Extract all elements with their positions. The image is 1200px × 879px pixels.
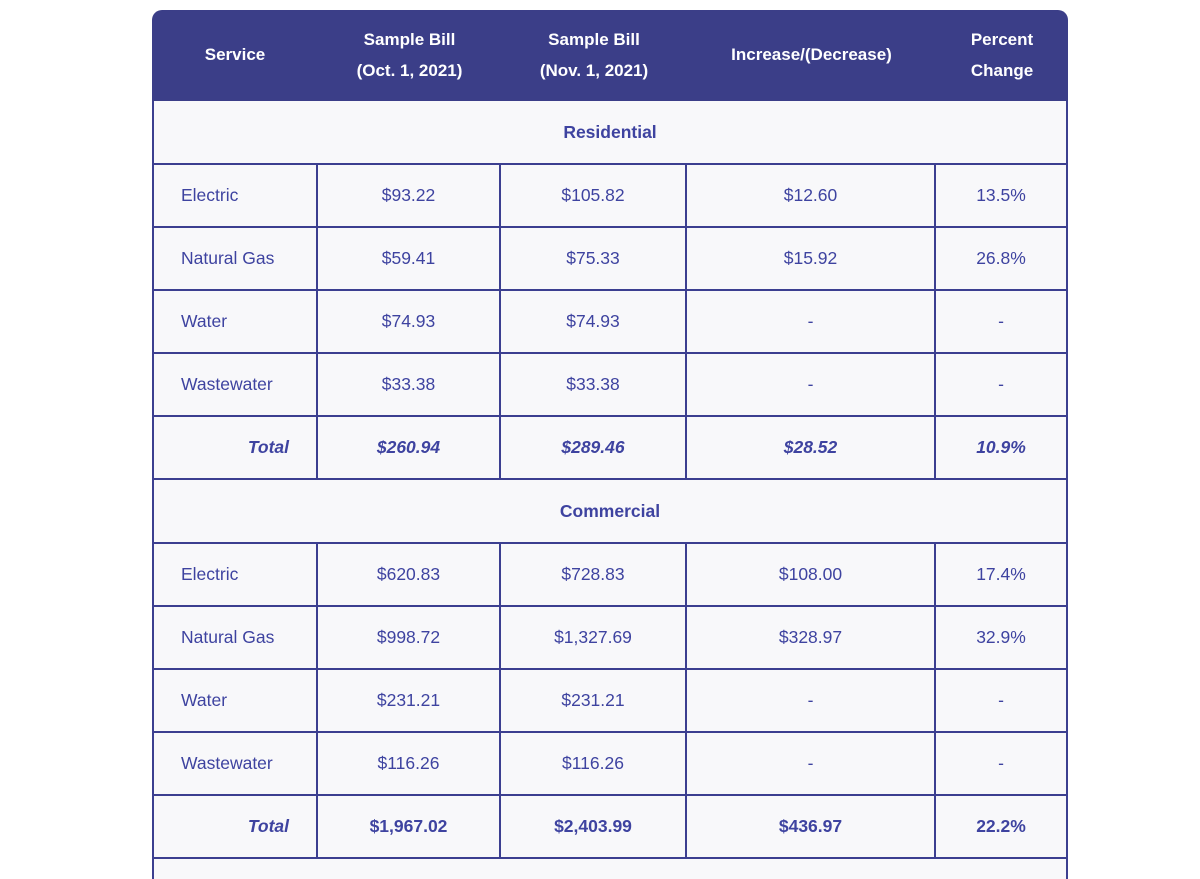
cell-service: Natural Gas: [152, 607, 318, 670]
cell-total-percent: 22.2%: [936, 796, 1068, 859]
cell-nov-bill: $116.26: [501, 733, 687, 796]
section-title-residential: Residential: [152, 101, 1068, 165]
header-line: (Oct. 1, 2021): [356, 60, 463, 80]
table-row: Natural Gas $59.41 $75.33 $15.92 26.8%: [152, 228, 1068, 291]
cell-total-oct: $260.94: [318, 417, 501, 480]
cell-increase: $12.60: [687, 165, 936, 228]
column-header-service: Service: [152, 10, 318, 101]
cell-nov-bill: $1,327.69: [501, 607, 687, 670]
cell-increase: -: [687, 354, 936, 417]
header-line: (Nov. 1, 2021): [539, 60, 649, 80]
cell-increase: $108.00: [687, 544, 936, 607]
cell-percent: -: [936, 733, 1068, 796]
cell-service: Electric: [152, 165, 318, 228]
cell-total-nov: $289.46: [501, 417, 687, 480]
cell-service: Wastewater: [152, 354, 318, 417]
column-header-percent-change: Percent Change: [936, 10, 1068, 101]
cell-oct-bill: $998.72: [318, 607, 501, 670]
cell-increase: -: [687, 670, 936, 733]
cell-nov-bill: $728.83: [501, 544, 687, 607]
utility-bill-table-container: Service Sample Bill (Oct. 1, 2021) Sampl…: [152, 10, 1068, 879]
table-row: Electric $93.22 $105.82 $12.60 13.5%: [152, 165, 1068, 228]
partial-section-cell: [152, 859, 1068, 879]
table-row: Water $74.93 $74.93 - -: [152, 291, 1068, 354]
cell-oct-bill: $620.83: [318, 544, 501, 607]
header-line: Change: [970, 60, 1034, 80]
cell-service: Water: [152, 670, 318, 733]
cell-percent: -: [936, 291, 1068, 354]
cell-percent: 26.8%: [936, 228, 1068, 291]
cell-nov-bill: $33.38: [501, 354, 687, 417]
column-header-increase: Increase/(Decrease): [687, 10, 936, 101]
cell-percent: 17.4%: [936, 544, 1068, 607]
section-row-residential: Residential: [152, 101, 1068, 165]
cell-nov-bill: $231.21: [501, 670, 687, 733]
column-header-nov-bill: Sample Bill (Nov. 1, 2021): [501, 10, 687, 101]
column-header-oct-bill: Sample Bill (Oct. 1, 2021): [318, 10, 501, 101]
cell-increase: -: [687, 733, 936, 796]
cell-increase: $15.92: [687, 228, 936, 291]
cell-total-label: Total: [152, 417, 318, 480]
header-line: Sample Bill: [548, 29, 640, 49]
cell-nov-bill: $74.93: [501, 291, 687, 354]
cell-oct-bill: $116.26: [318, 733, 501, 796]
cell-total-increase: $436.97: [687, 796, 936, 859]
header-line: Percent: [970, 29, 1034, 49]
table-row: Natural Gas $998.72 $1,327.69 $328.97 32…: [152, 607, 1068, 670]
cell-oct-bill: $59.41: [318, 228, 501, 291]
cell-service: Water: [152, 291, 318, 354]
header-line: Increase/(Decrease): [731, 45, 892, 65]
cell-oct-bill: $33.38: [318, 354, 501, 417]
cell-oct-bill: $231.21: [318, 670, 501, 733]
cell-percent: -: [936, 354, 1068, 417]
cell-service: Electric: [152, 544, 318, 607]
cell-total-percent: 10.9%: [936, 417, 1068, 480]
table-row: Wastewater $33.38 $33.38 - -: [152, 354, 1068, 417]
cell-oct-bill: $74.93: [318, 291, 501, 354]
section-title-commercial: Commercial: [152, 480, 1068, 544]
header-line: Service: [204, 45, 266, 65]
table-row: Wastewater $116.26 $116.26 - -: [152, 733, 1068, 796]
header-row: Service Sample Bill (Oct. 1, 2021) Sampl…: [152, 10, 1068, 101]
cell-service: Wastewater: [152, 733, 318, 796]
table-row: Water $231.21 $231.21 - -: [152, 670, 1068, 733]
cell-percent: 32.9%: [936, 607, 1068, 670]
cell-total-increase: $28.52: [687, 417, 936, 480]
cell-nov-bill: $105.82: [501, 165, 687, 228]
total-row-commercial: Total $1,967.02 $2,403.99 $436.97 22.2%: [152, 796, 1068, 859]
total-row-residential: Total $260.94 $289.46 $28.52 10.9%: [152, 417, 1068, 480]
cell-increase: $328.97: [687, 607, 936, 670]
cell-increase: -: [687, 291, 936, 354]
header-line: Sample Bill: [363, 29, 456, 49]
cell-nov-bill: $75.33: [501, 228, 687, 291]
section-row-commercial: Commercial: [152, 480, 1068, 544]
cell-percent: -: [936, 670, 1068, 733]
cell-total-oct: $1,967.02: [318, 796, 501, 859]
cell-oct-bill: $93.22: [318, 165, 501, 228]
table-row: Electric $620.83 $728.83 $108.00 17.4%: [152, 544, 1068, 607]
cell-total-nov: $2,403.99: [501, 796, 687, 859]
cell-total-label: Total: [152, 796, 318, 859]
cell-percent: 13.5%: [936, 165, 1068, 228]
partial-section-row: [152, 859, 1068, 879]
rate-comparison-table: Service Sample Bill (Oct. 1, 2021) Sampl…: [152, 10, 1068, 879]
cell-service: Natural Gas: [152, 228, 318, 291]
